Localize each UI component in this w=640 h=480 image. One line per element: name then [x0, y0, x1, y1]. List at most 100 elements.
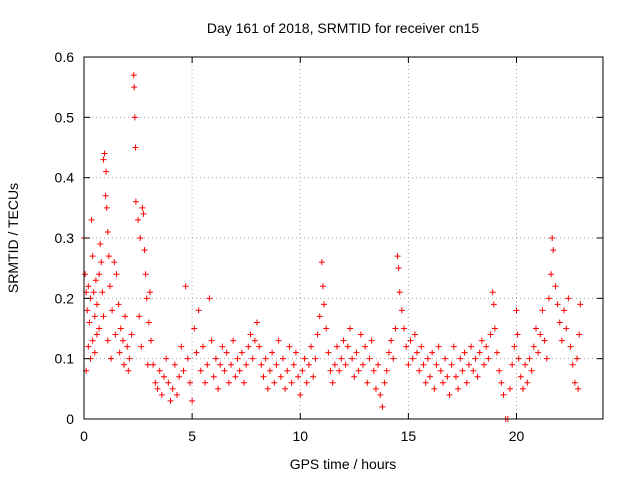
data-point	[481, 361, 488, 368]
data-point	[537, 331, 544, 338]
data-point	[217, 361, 224, 368]
data-point	[210, 373, 217, 380]
data-point	[85, 283, 92, 290]
data-point	[234, 355, 241, 362]
data-point	[398, 307, 405, 314]
y-tick-label: 0.1	[55, 351, 75, 367]
data-point	[359, 361, 366, 368]
data-point	[97, 241, 104, 248]
data-point	[446, 391, 453, 398]
data-point	[136, 313, 143, 320]
data-point	[576, 331, 583, 338]
data-point	[424, 355, 431, 362]
data-point	[295, 373, 302, 380]
data-point	[93, 331, 100, 338]
data-point	[409, 355, 416, 362]
data-point	[103, 204, 110, 211]
data-point	[90, 289, 97, 296]
data-point	[264, 385, 271, 392]
y-tick-label: 0.4	[55, 170, 75, 186]
x-tick-label: 20	[509, 428, 525, 444]
data-point	[193, 349, 200, 356]
data-point	[230, 337, 237, 344]
data-point	[490, 301, 497, 308]
data-point	[435, 343, 442, 350]
data-point	[251, 337, 258, 344]
data-point	[91, 349, 98, 356]
data-point	[202, 379, 209, 386]
data-point	[336, 367, 343, 374]
data-point	[148, 337, 155, 344]
data-point	[416, 367, 423, 374]
data-point	[442, 355, 449, 362]
data-point	[474, 373, 481, 380]
data-point	[405, 361, 412, 368]
data-point	[271, 379, 278, 386]
data-point	[429, 349, 436, 356]
data-point	[450, 343, 457, 350]
data-point	[390, 355, 397, 362]
data-point	[152, 379, 159, 386]
data-point	[303, 379, 310, 386]
data-point	[100, 156, 107, 163]
data-point	[513, 307, 520, 314]
data-point	[144, 361, 151, 368]
data-point	[206, 295, 213, 302]
x-tick-label: 5	[188, 428, 196, 444]
data-point	[388, 337, 395, 344]
data-point	[284, 367, 291, 374]
data-point	[310, 373, 317, 380]
data-point	[549, 235, 556, 241]
x-axis-label: GPS time / hours	[290, 456, 397, 472]
data-point	[439, 379, 446, 386]
data-point	[125, 367, 132, 374]
data-point	[478, 337, 485, 344]
data-point	[385, 349, 392, 356]
data-point	[318, 259, 325, 266]
data-point	[117, 325, 124, 332]
data-point	[461, 349, 468, 356]
data-point	[215, 385, 222, 392]
data-point	[262, 355, 269, 362]
data-point	[342, 361, 349, 368]
data-point	[191, 325, 198, 332]
data-point	[459, 367, 466, 374]
data-point	[126, 355, 133, 362]
data-point	[258, 361, 265, 368]
data-point	[401, 325, 408, 332]
data-point	[476, 349, 483, 356]
data-point	[96, 271, 103, 278]
data-point	[498, 379, 505, 386]
data-point	[275, 337, 282, 344]
data-points	[81, 72, 584, 422]
data-point	[494, 349, 501, 356]
data-point	[444, 373, 451, 380]
data-point	[366, 355, 373, 362]
data-point	[383, 367, 390, 374]
data-point	[236, 367, 243, 374]
y-tick-label: 0.5	[55, 109, 75, 125]
data-point	[141, 247, 148, 254]
data-point	[491, 325, 498, 332]
data-point	[154, 385, 161, 392]
data-point	[395, 265, 402, 272]
data-point	[465, 361, 472, 368]
data-point	[334, 343, 341, 350]
x-tick-label: 15	[401, 428, 417, 444]
data-point	[457, 355, 464, 362]
data-point	[325, 349, 332, 356]
data-point	[105, 253, 112, 260]
ticks	[83, 56, 603, 420]
data-point	[197, 367, 204, 374]
data-point	[427, 373, 433, 380]
data-point	[455, 385, 462, 392]
data-point	[422, 379, 429, 386]
data-point	[243, 361, 250, 368]
data-point	[567, 343, 574, 350]
data-point	[115, 301, 122, 308]
data-point	[135, 216, 142, 223]
data-point	[173, 391, 180, 398]
data-point	[418, 343, 425, 350]
data-point	[396, 289, 403, 296]
